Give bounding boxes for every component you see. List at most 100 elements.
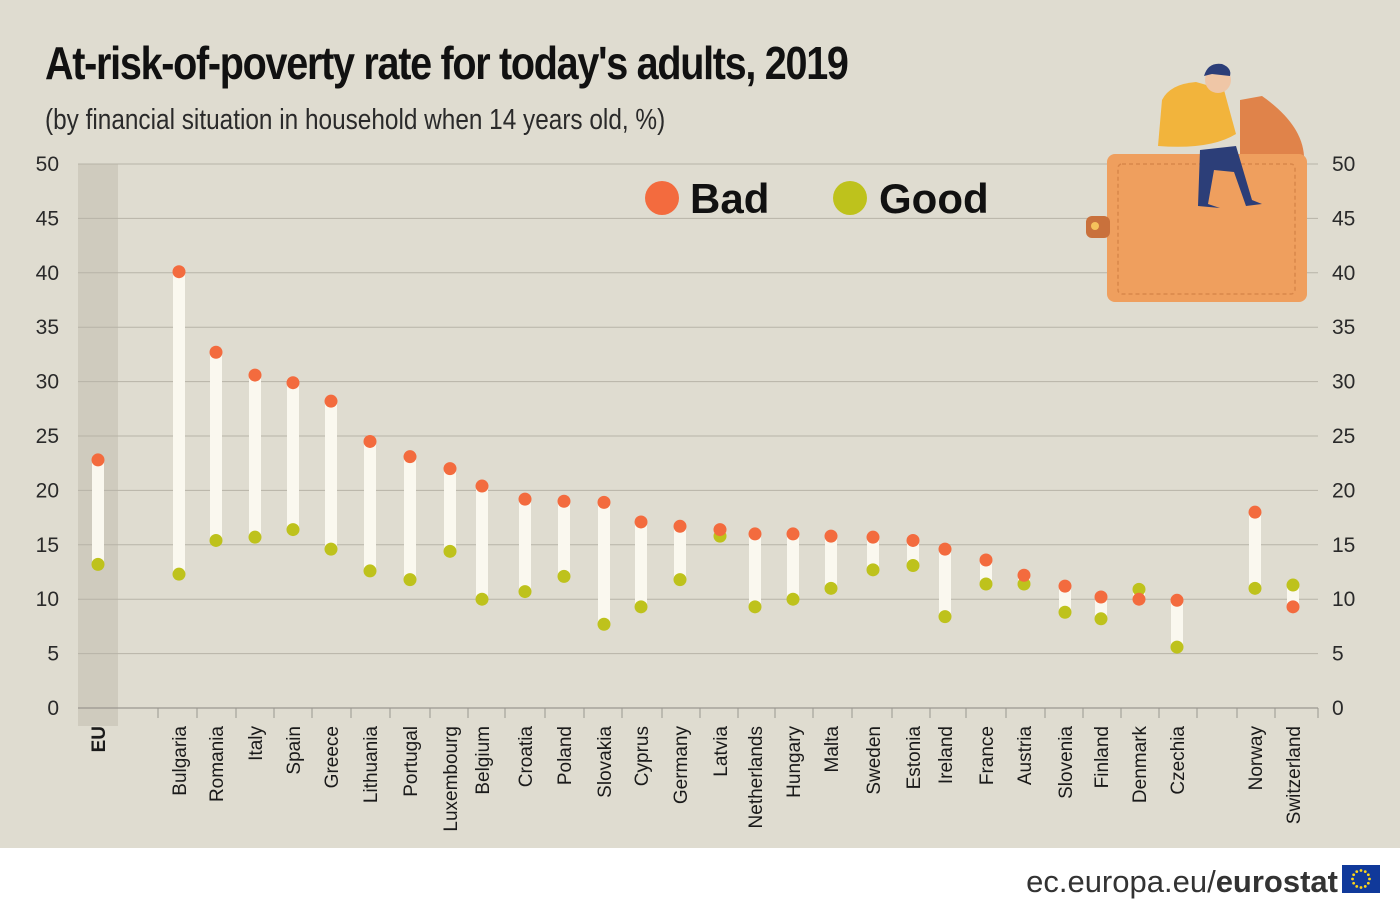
bad-point <box>748 527 762 541</box>
flag-star <box>1351 877 1354 881</box>
bad-point <box>1132 592 1146 606</box>
category-label: Croatia <box>516 726 537 788</box>
flag-star <box>1359 869 1363 872</box>
range-stem <box>825 536 837 589</box>
bad-point <box>363 434 377 448</box>
good-point <box>286 523 300 537</box>
good-point <box>1286 578 1300 592</box>
good-point <box>363 564 377 578</box>
good-point <box>1132 582 1146 596</box>
bad-point <box>403 450 417 464</box>
range-stem <box>364 441 376 571</box>
y-tick-label-right: 0 <box>1332 697 1344 720</box>
category-label: Netherlands <box>746 726 767 828</box>
y-tick-label-right: 50 <box>1332 153 1355 176</box>
y-tick-label-right: 20 <box>1332 479 1355 502</box>
bad-point <box>324 394 338 408</box>
range-stem <box>980 560 992 584</box>
y-tick-label-left: 20 <box>36 479 59 502</box>
bad-point <box>1017 568 1031 582</box>
y-tick-label-left: 45 <box>36 207 59 230</box>
range-stem <box>558 501 570 577</box>
legend-bad-marker <box>645 181 679 215</box>
y-tick-label-left: 35 <box>36 316 59 339</box>
range-stem <box>444 468 456 552</box>
range-stem <box>907 540 919 566</box>
range-stem <box>787 533 799 600</box>
y-tick-label-left: 30 <box>36 371 59 394</box>
good-point <box>673 573 687 587</box>
flag-star <box>1359 886 1363 889</box>
category-label: Malta <box>822 726 843 773</box>
bad-point <box>866 530 880 544</box>
good-point <box>518 585 532 599</box>
y-tick-label-left: 40 <box>36 262 59 285</box>
bad-point <box>1094 590 1108 604</box>
legend-good-label: Good <box>879 175 989 222</box>
bad-point <box>906 533 920 547</box>
category-label: Luxembourg <box>441 726 462 832</box>
legend-good-marker <box>833 181 867 215</box>
chart-legend: Bad Good <box>645 175 989 222</box>
category-label: Estonia <box>904 726 925 790</box>
y-tick-label-right: 35 <box>1332 316 1355 339</box>
good-point <box>1094 612 1108 626</box>
category-label: Slovenia <box>1056 726 1077 799</box>
flag-star <box>1363 884 1367 888</box>
good-point <box>786 592 800 606</box>
bad-point <box>1248 505 1262 519</box>
range-stem <box>92 459 104 565</box>
eu-band <box>78 164 118 726</box>
eu-flag-icon <box>1342 865 1380 893</box>
category-label: Austria <box>1015 726 1036 786</box>
range-stem <box>674 526 686 580</box>
range-stem <box>749 533 761 607</box>
good-point <box>824 581 838 595</box>
bad-point <box>209 345 223 359</box>
bad-point <box>475 479 489 493</box>
good-point <box>979 577 993 591</box>
bad-point <box>91 453 105 467</box>
y-tick-label-left: 25 <box>36 425 59 448</box>
chart-subtitle: (by financial situation in household whe… <box>45 104 666 136</box>
good-point <box>475 592 489 606</box>
bad-point <box>597 495 611 509</box>
range-stem <box>867 537 879 570</box>
good-point <box>906 558 920 572</box>
flag-star <box>1368 877 1371 881</box>
flag-star <box>1352 881 1356 885</box>
good-point <box>1248 581 1262 595</box>
bad-point <box>673 519 687 533</box>
y-tick-label-right: 45 <box>1332 207 1355 230</box>
bad-point <box>634 515 648 529</box>
legend-bad-label: Bad <box>690 175 769 222</box>
category-label: Bulgaria <box>170 726 191 796</box>
bad-point <box>286 376 300 390</box>
range-stem <box>404 456 416 580</box>
y-tick-label-left: 10 <box>36 588 59 611</box>
category-label: Sweden <box>864 726 885 795</box>
flag-star <box>1352 873 1356 877</box>
y-tick-label-left: 50 <box>36 153 59 176</box>
category-label: Greece <box>322 726 343 788</box>
bad-point <box>1170 593 1184 607</box>
y-tick-label-right: 25 <box>1332 425 1355 448</box>
category-label: Lithuania <box>361 726 382 804</box>
y-tick-label-right: 40 <box>1332 262 1355 285</box>
range-stem <box>598 502 610 625</box>
category-label: Slovakia <box>595 726 616 798</box>
plot-area: 0 0 5 5 10 10 15 15 20 20 25 25 30 30 35 35 40 40 45 45 50 50… <box>36 153 1356 832</box>
good-point <box>1170 640 1184 654</box>
dot-range-chart: 0 0 5 5 10 10 15 15 20 20 25 25 30 30 35 35 40 40 45 45 50 50… <box>36 63 1356 832</box>
good-point <box>1058 605 1072 619</box>
range-stem <box>476 486 488 600</box>
range-stem <box>939 549 951 617</box>
range-stem <box>1171 600 1183 648</box>
range-stem <box>210 352 222 541</box>
bad-point <box>172 265 186 279</box>
flag-star <box>1363 870 1367 874</box>
y-tick-label-left: 5 <box>47 643 59 666</box>
footer-source: ec.europa.eu/eurostat <box>1026 864 1338 900</box>
range-stem <box>287 382 299 530</box>
flag-star <box>1366 881 1370 885</box>
